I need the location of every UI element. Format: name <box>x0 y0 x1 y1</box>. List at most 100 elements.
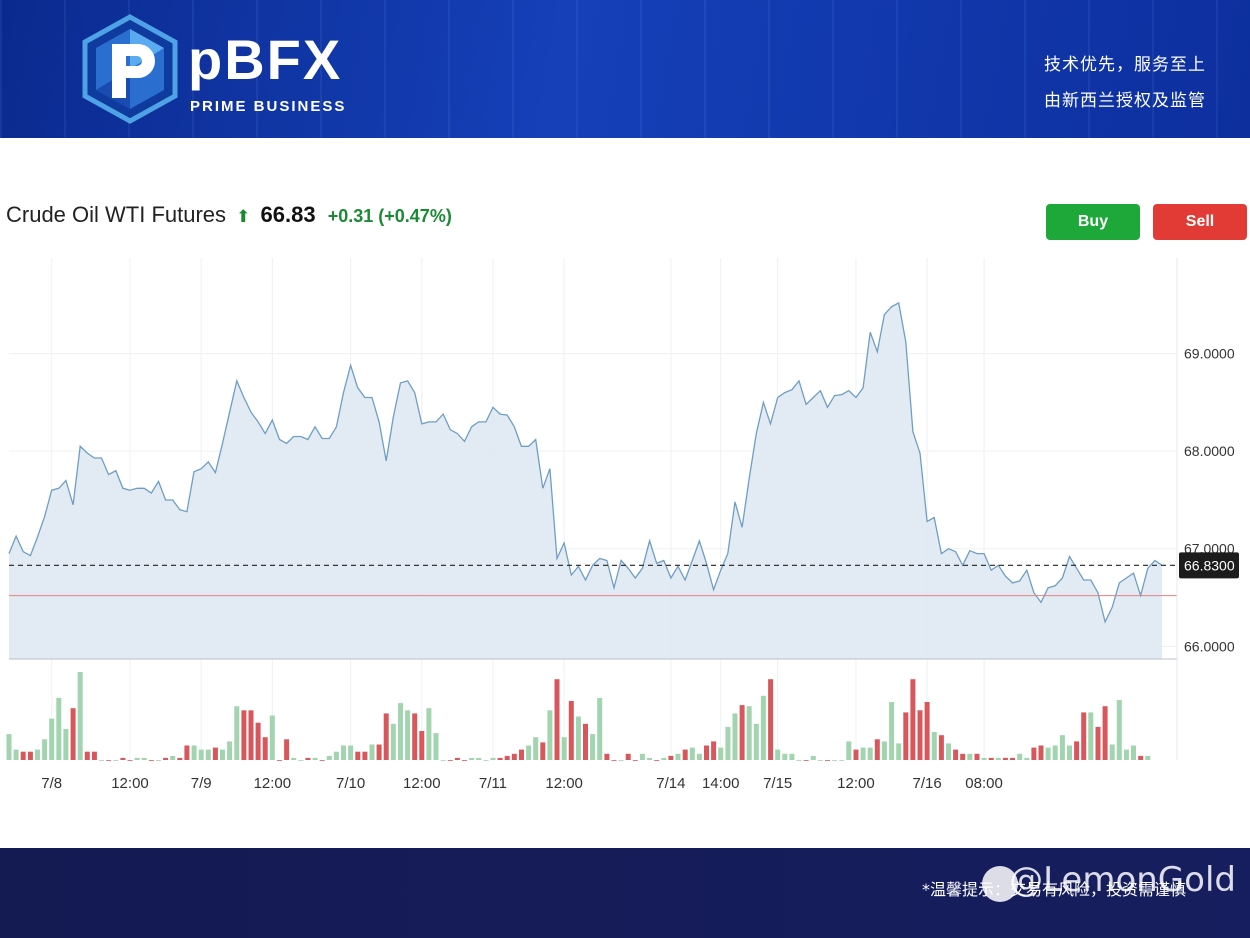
volume-bar <box>590 734 596 760</box>
volume-bar <box>312 757 318 760</box>
volume-bar <box>405 710 411 760</box>
volume-bar <box>917 710 923 760</box>
volume-bar <box>874 739 880 760</box>
volume-bar <box>583 723 588 760</box>
volume-bar <box>903 712 909 760</box>
y-tick-label: 68.0000 <box>1184 443 1235 459</box>
volume-bar <box>269 715 275 760</box>
volume-bar <box>796 760 802 761</box>
volume-bar <box>84 751 90 760</box>
volume-bar <box>134 757 140 760</box>
x-tick-label: 7/16 <box>913 775 942 792</box>
volume-bar <box>924 702 930 760</box>
x-tick-label: 7/8 <box>41 775 62 792</box>
price-line <box>8 301 1163 624</box>
volume-bar <box>49 718 55 760</box>
volume-bar <box>938 735 944 760</box>
volume-bar <box>618 760 624 761</box>
volume-bar <box>675 753 681 760</box>
volume-bar <box>1138 755 1144 760</box>
volume-bar <box>362 751 368 760</box>
volume-bar <box>1052 745 1058 760</box>
volume-bar <box>825 760 830 761</box>
volume-bar <box>277 760 282 761</box>
buy-button[interactable]: Buy <box>1046 204 1140 240</box>
volume-bar <box>533 737 539 760</box>
volume-bar <box>91 751 97 760</box>
volume-bar <box>575 716 581 760</box>
volume-bar <box>1059 735 1065 760</box>
volume-bar <box>426 708 432 760</box>
volume-bar <box>1109 744 1115 760</box>
volume-bar <box>355 751 361 760</box>
volume-bar <box>1067 745 1072 760</box>
volume-bar <box>198 749 204 760</box>
last-price-tag <box>1179 552 1239 579</box>
sell-button[interactable]: Sell <box>1153 204 1247 240</box>
instrument-price: 66.83 <box>260 202 316 227</box>
volume-bar <box>241 710 247 760</box>
volume-bar <box>333 751 339 760</box>
volume-bar <box>1116 700 1122 760</box>
volume-bar <box>305 757 311 760</box>
volume-bar <box>156 760 161 761</box>
slogan-line-1: 技术优先，服务至上 <box>1044 55 1206 75</box>
volume-bar <box>184 745 190 760</box>
instrument-change: +0.31 (+0.47%) <box>327 206 452 226</box>
volume-bar <box>483 760 489 761</box>
volume-bar <box>1081 712 1087 760</box>
volume-bar <box>632 760 638 761</box>
volume-bar <box>341 745 346 760</box>
volume-bar <box>682 749 688 760</box>
volume-bar <box>170 755 176 760</box>
volume-bar <box>127 760 133 761</box>
volume-bar <box>689 747 695 760</box>
volume-bar <box>227 741 233 760</box>
volume-bar <box>654 760 660 761</box>
volume-bar <box>369 744 375 760</box>
volume-bar <box>462 760 467 761</box>
volume-bar <box>490 757 496 760</box>
volume-bar <box>212 747 218 760</box>
volume-bar <box>298 760 304 761</box>
volume-bar <box>13 749 19 760</box>
up-arrow-icon: ⬆ <box>236 207 251 226</box>
x-tick-label: 12:00 <box>545 775 583 792</box>
x-tick-label: 7/14 <box>656 775 685 792</box>
volume-bar <box>568 701 574 760</box>
volume-bar <box>106 760 112 761</box>
y-tick-label: 66.0000 <box>1184 638 1235 654</box>
volume-bar <box>988 757 994 760</box>
volume-bar <box>810 755 816 760</box>
volume-bar <box>803 760 809 761</box>
volume-bar <box>526 745 532 760</box>
volume-bar <box>967 753 973 760</box>
volume-bar <box>383 713 389 760</box>
volume-bar <box>412 713 418 760</box>
volume-bar <box>376 744 382 760</box>
volume-bar <box>881 741 887 760</box>
volume-bar <box>896 743 902 760</box>
volume-bar <box>1123 749 1129 760</box>
x-tick-label: 12:00 <box>254 775 292 792</box>
x-tick-label: 12:00 <box>403 775 441 792</box>
volume-bar <box>234 706 240 760</box>
volume-bar <box>661 757 667 760</box>
watermark-text: @LemonGold <box>1009 860 1236 900</box>
volume-bar <box>248 710 254 760</box>
volume-bar <box>1024 757 1030 760</box>
volume-bar <box>561 737 567 760</box>
volume-bar <box>319 760 325 761</box>
volume-bar <box>177 757 183 760</box>
x-tick-label: 08:00 <box>965 775 1003 792</box>
pbfx-logo-icon <box>82 14 178 124</box>
x-tick-label: 12:00 <box>837 775 875 792</box>
volume-bar <box>1074 741 1080 760</box>
x-tick-label: 7/11 <box>479 775 507 792</box>
volume-bar <box>839 760 845 761</box>
last-price-tag-label: 66.8300 <box>1184 557 1235 573</box>
volume-bar <box>56 697 62 760</box>
volume-bar <box>867 747 873 760</box>
volume-bar <box>1088 712 1094 760</box>
